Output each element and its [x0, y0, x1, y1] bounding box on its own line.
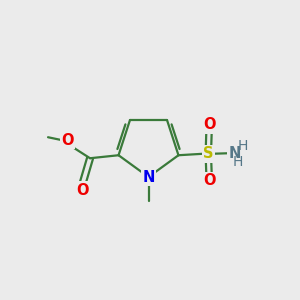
Text: N: N [229, 146, 241, 160]
Text: H: H [238, 139, 248, 153]
Text: O: O [61, 133, 74, 148]
Text: N: N [142, 169, 155, 184]
Text: O: O [203, 117, 215, 132]
Text: O: O [76, 183, 89, 198]
Text: O: O [203, 173, 215, 188]
Text: H: H [233, 155, 243, 169]
Text: S: S [203, 146, 214, 161]
